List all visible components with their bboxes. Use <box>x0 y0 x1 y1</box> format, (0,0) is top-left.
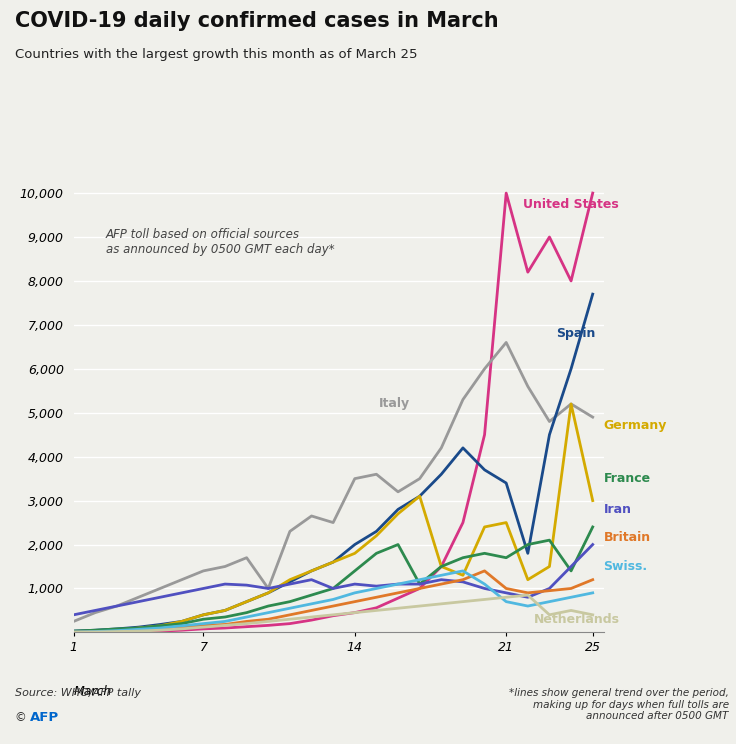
Text: France: France <box>604 472 651 485</box>
Text: Iran: Iran <box>604 503 631 516</box>
Text: AFP toll based on official sources
as announced by 0500 GMT each day*: AFP toll based on official sources as an… <box>106 228 335 256</box>
Text: Spain: Spain <box>556 327 595 340</box>
Text: Netherlands: Netherlands <box>534 613 620 626</box>
Text: Swiss.: Swiss. <box>604 560 648 573</box>
Text: *lines show general trend over the period,
making up for days when full tolls ar: *lines show general trend over the perio… <box>509 688 729 722</box>
Text: COVID-19 daily confirmed cases in March: COVID-19 daily confirmed cases in March <box>15 11 498 31</box>
Text: ©: © <box>15 711 30 723</box>
Text: March: March <box>74 685 112 698</box>
Text: Source: WHO/AFP tally: Source: WHO/AFP tally <box>15 688 141 698</box>
Text: Britain: Britain <box>604 531 651 545</box>
Text: Countries with the largest growth this month as of March 25: Countries with the largest growth this m… <box>15 48 417 61</box>
Text: United States: United States <box>523 198 619 211</box>
Text: AFP: AFP <box>29 711 59 723</box>
Text: Italy: Italy <box>378 397 410 411</box>
Text: Germany: Germany <box>604 420 667 432</box>
